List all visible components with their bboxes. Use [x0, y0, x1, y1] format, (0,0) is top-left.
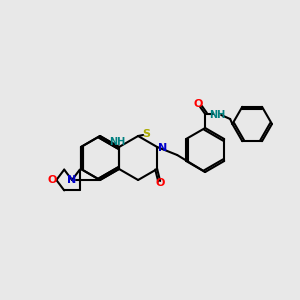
Text: N: N	[68, 175, 76, 185]
Text: O: O	[155, 178, 165, 188]
Text: O: O	[194, 99, 203, 109]
Text: NH: NH	[209, 110, 225, 120]
Text: N: N	[158, 143, 167, 153]
Text: NH: NH	[109, 137, 125, 147]
Text: O: O	[48, 175, 57, 185]
Text: S: S	[142, 129, 150, 139]
